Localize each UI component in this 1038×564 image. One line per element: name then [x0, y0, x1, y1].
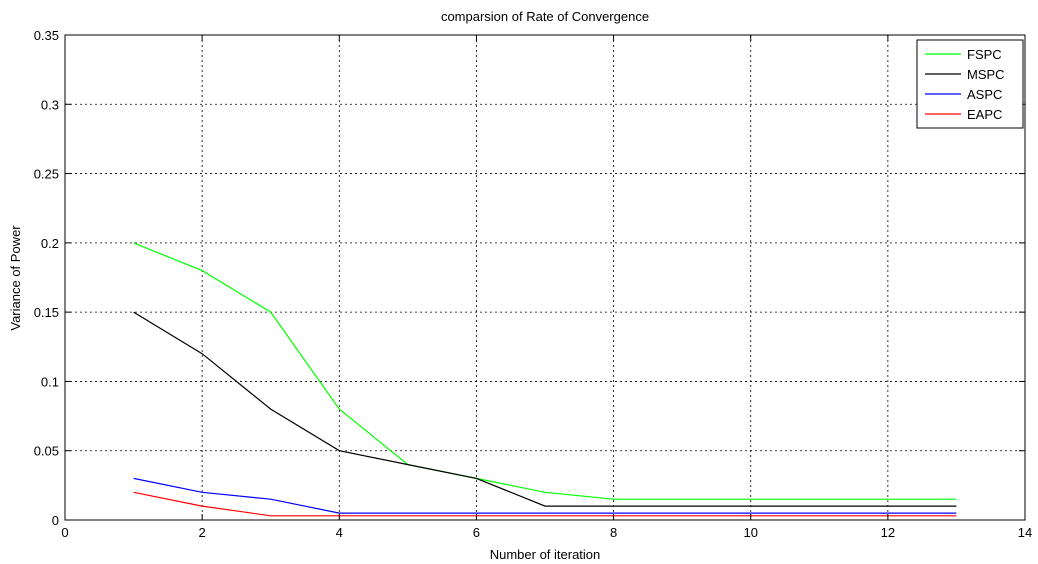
y-tick-label: 0.35 [34, 28, 59, 43]
legend: FSPC MSPC ASPC EAPC [916, 39, 1024, 129]
chart-title: comparsion of Rate of Convergence [441, 9, 649, 24]
series-line-fspc [133, 242, 957, 500]
legend-box [916, 39, 1024, 129]
x-tick-label: 2 [199, 525, 206, 540]
y-tick-label: 0.2 [41, 236, 59, 251]
y-tick-label: 0.05 [34, 444, 59, 459]
x-tick-label: 14 [1018, 525, 1032, 540]
plot-area-frame [64, 34, 1026, 521]
legend-label-fspc: FSPC [967, 47, 1002, 62]
x-tick-label: 0 [61, 525, 68, 540]
x-tick-label: 6 [473, 525, 480, 540]
y-tick-label: 0 [52, 513, 59, 528]
axis-ticks: 0 2 4 6 8 10 12 14 0 0.05 0.1 0.15 0.2 0.25 0.3 0.35 [34, 28, 1033, 540]
legend-label-mspc: MSPC [967, 67, 1005, 82]
y-tick-label: 0.25 [34, 167, 59, 182]
series-line-mspc [133, 311, 957, 507]
x-tick-label: 12 [881, 525, 895, 540]
y-tick-label: 0.15 [34, 305, 59, 320]
series-line-eapc [133, 491, 957, 517]
y-tick-label: 0.1 [41, 374, 59, 389]
legend-label-eapc: EAPC [967, 107, 1002, 122]
series-line-aspc [133, 477, 957, 514]
y-axis-label: Variance of Power [8, 225, 23, 331]
x-tick-label: 8 [610, 525, 617, 540]
x-tick-label: 10 [743, 525, 757, 540]
x-axis-label: Number of iteration [490, 547, 601, 562]
legend-label-aspc: ASPC [967, 87, 1002, 102]
series-lines [133, 242, 957, 517]
y-tick-label: 0.3 [41, 97, 59, 112]
grid [65, 35, 1025, 520]
x-tick-label: 4 [336, 525, 343, 540]
